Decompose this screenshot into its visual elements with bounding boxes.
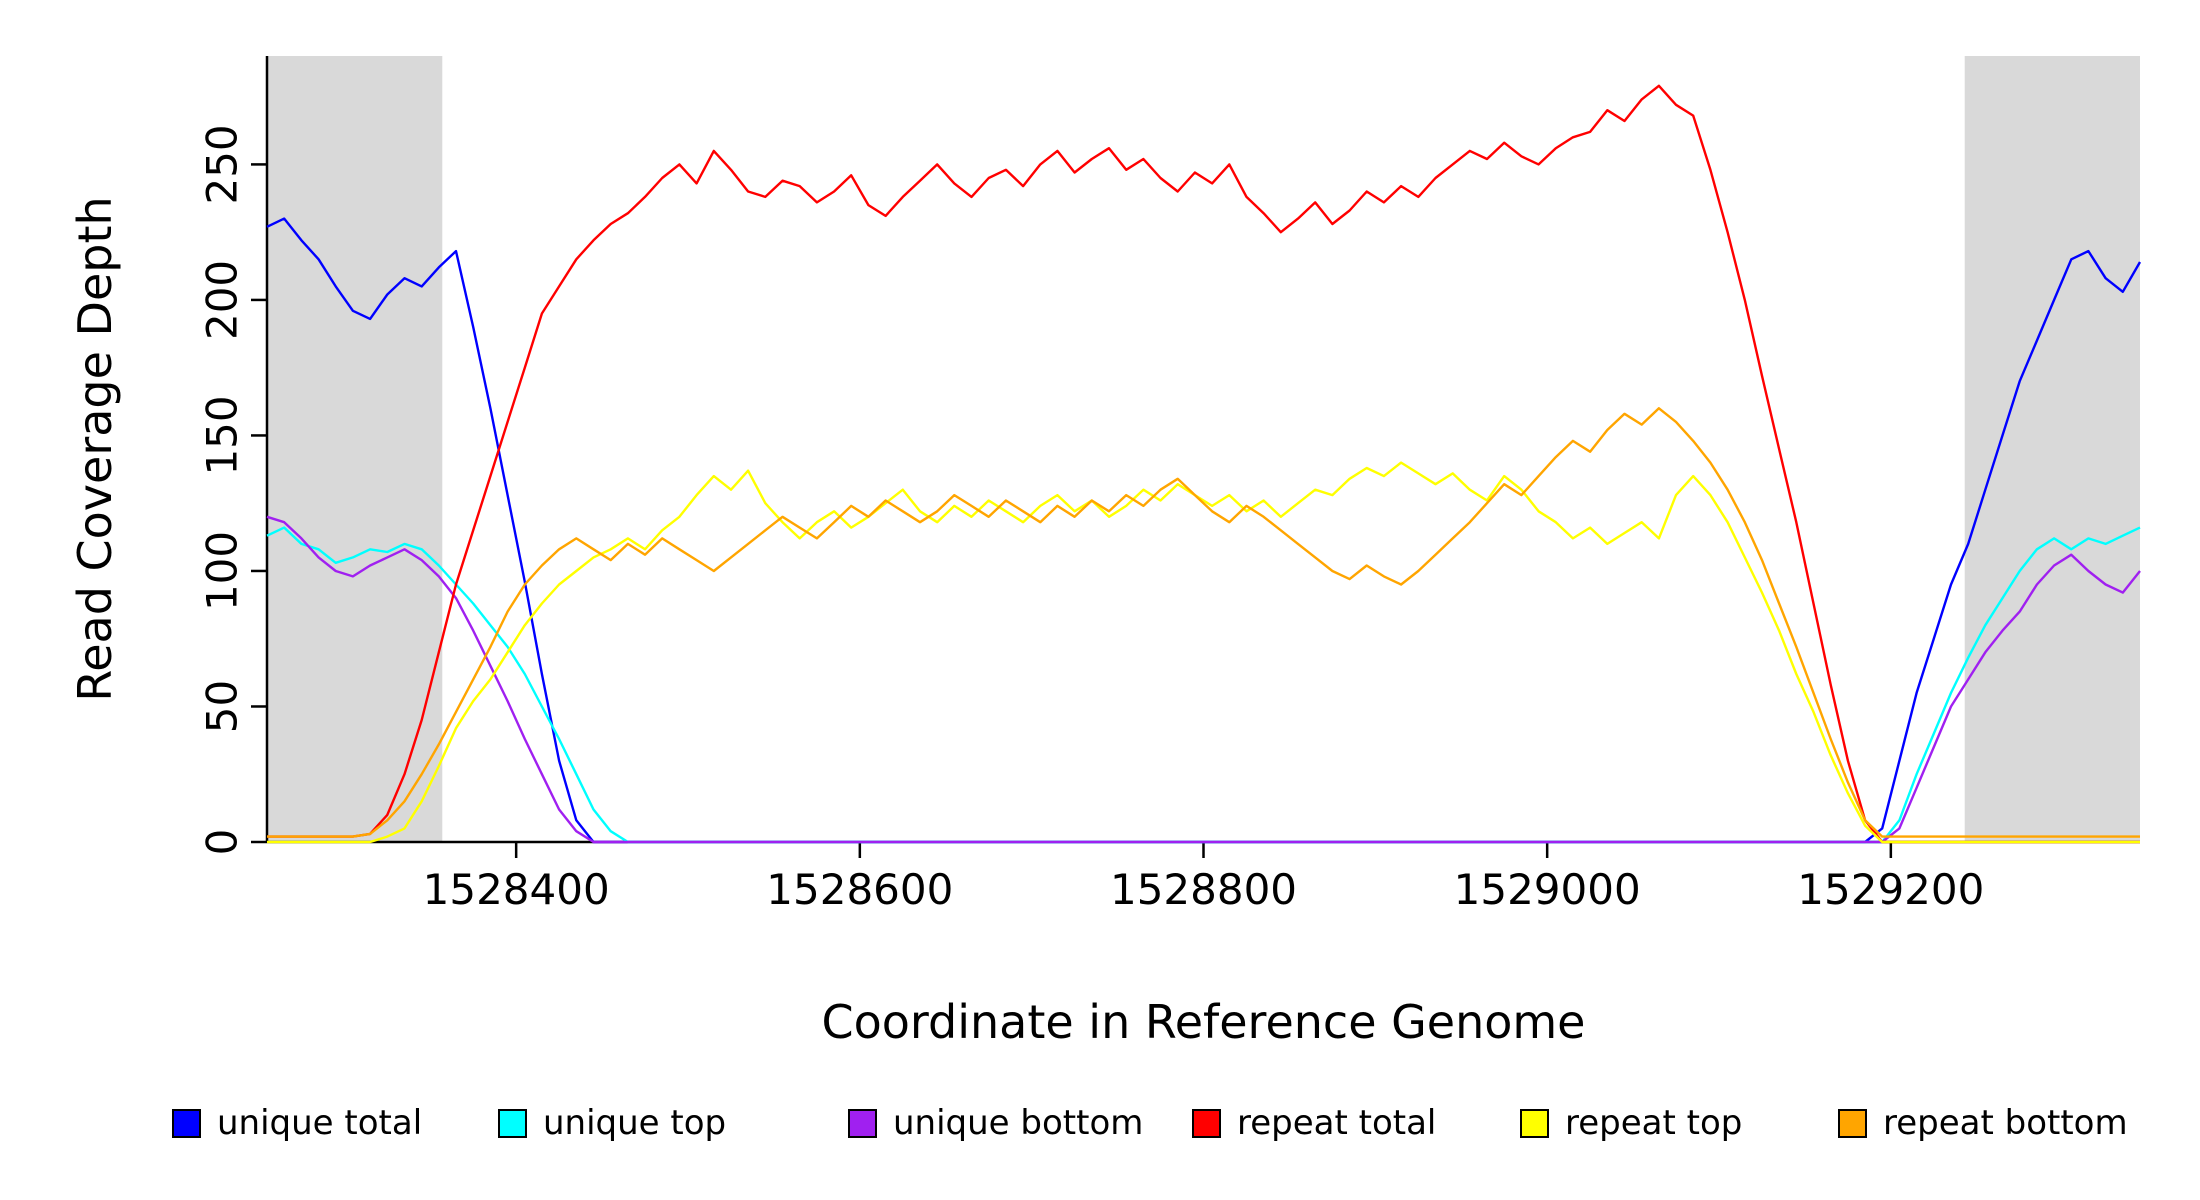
x-tick-label: 1528600 [766, 865, 953, 914]
series-line-repeat-top [267, 461, 2140, 844]
shaded-region [267, 56, 443, 842]
x-tick-label: 1529200 [1797, 865, 1984, 914]
x-tick-label: 1528400 [423, 865, 610, 914]
y-tick-label: 250 [198, 124, 247, 204]
y-tick-label: 100 [198, 531, 247, 611]
series-line-repeat-total [267, 84, 2140, 844]
series-line-unique-top [266, 526, 2141, 844]
series-line-unique-bottom [266, 515, 2141, 844]
x-tick-label: 1529000 [1454, 865, 1641, 914]
y-tick-label: 150 [198, 395, 247, 475]
x-tick-label: 1528800 [1110, 865, 1297, 914]
x-axis-title: Coordinate in Reference Genome [821, 995, 1586, 1049]
y-axis-title: Read Coverage Depth [68, 196, 122, 702]
shaded-region [1964, 56, 2140, 842]
series-line-unique-total [266, 217, 2142, 844]
series-line-repeat-bottom [267, 407, 2140, 838]
y-tick-label: 200 [198, 260, 247, 340]
y-tick-label: 50 [198, 680, 247, 733]
y-tick-label: 0 [198, 829, 247, 856]
